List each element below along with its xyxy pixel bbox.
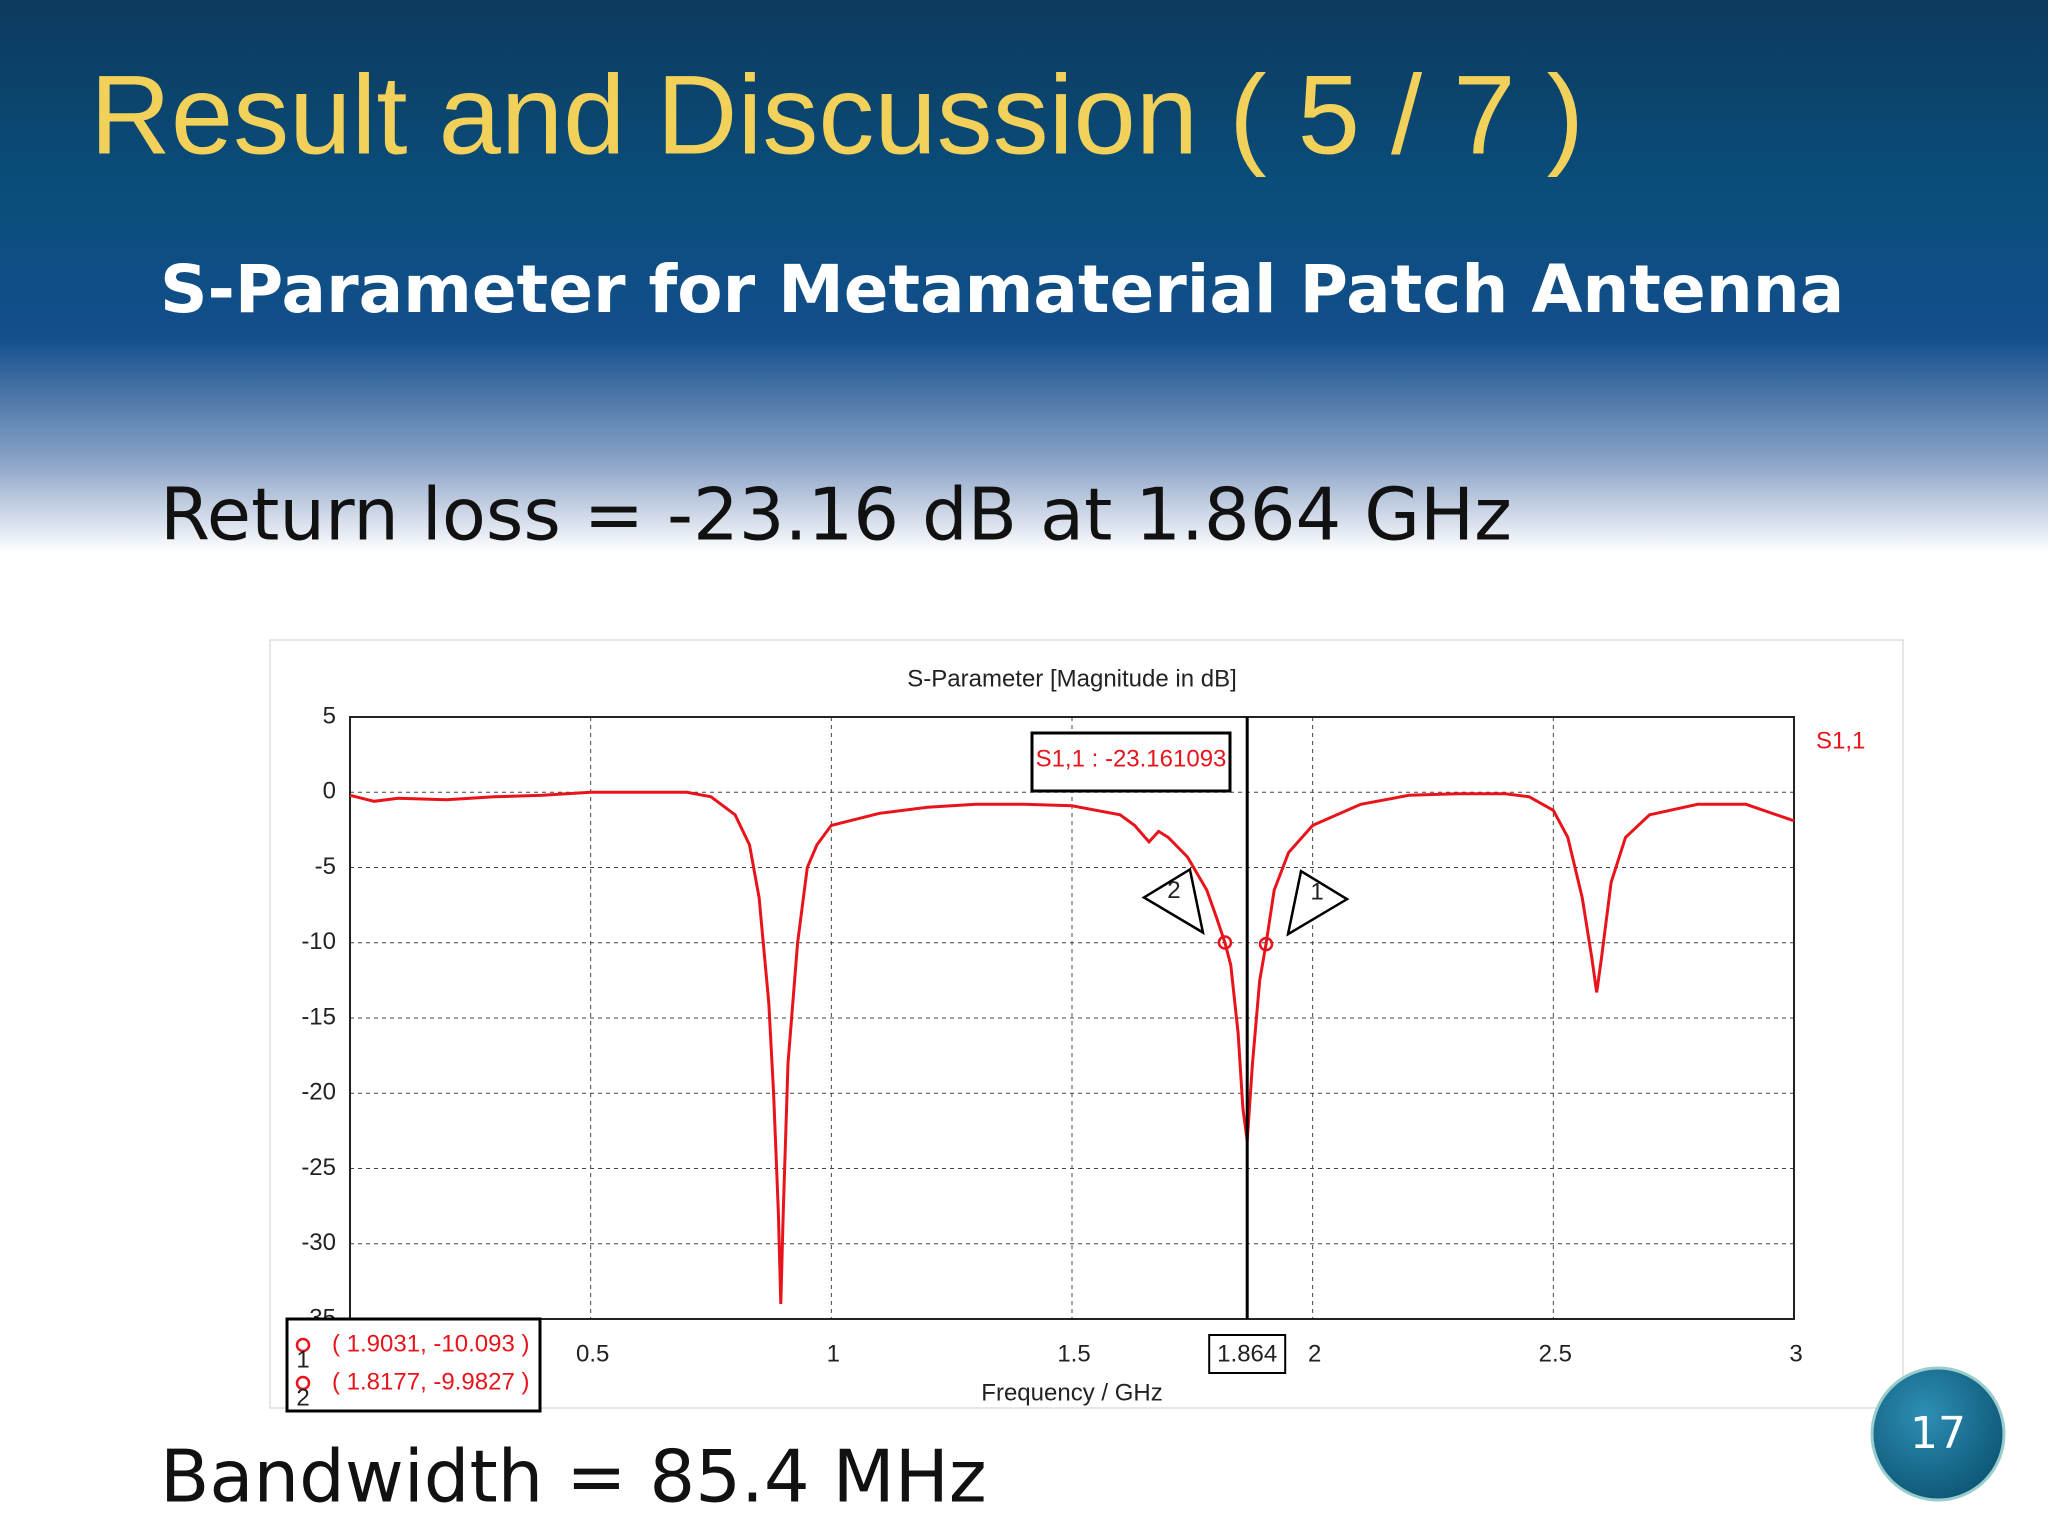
marker-flag-label: 1 [1310,878,1323,905]
y-tick-label: -15 [301,1003,336,1030]
marker-legend-text: ( 1.8177, -9.9827 ) [332,1368,529,1395]
marker-legend-number: 2 [296,1384,309,1411]
series-line [349,790,1795,1305]
cursor-label: 1.864 [1217,1340,1277,1367]
slide-subtitle: S-Parameter for Metamaterial Patch Anten… [160,251,1844,328]
chart-title: S-Parameter [Magnitude in dB] [907,665,1237,692]
marker-flag [1286,869,1350,937]
chart: S-Parameter [Magnitude in dB] Frequency /… [285,665,1865,1413]
y-tick-label: 0 [323,778,336,805]
return-loss-text: Return loss = -23.16 dB at 1.864 GHz [160,473,1512,557]
page-number: 17 [1910,1408,1966,1459]
y-tick-label: -5 [315,853,336,880]
y-tick-label: 5 [323,702,336,729]
marker-legend-number: 1 [296,1346,309,1373]
x-axis-label: Frequency / GHz [981,1379,1162,1406]
marker-legend-icon [295,1375,311,1391]
annotation: S1,1 : -23.161093 [1036,745,1227,772]
marker-legend-box [285,1317,542,1413]
x-tick-label: 1 [827,1340,840,1367]
slide-title: Result and Discussion ( 5 / 7 ) [90,53,1584,178]
y-tick-label: -25 [301,1154,336,1181]
y-tick-label: -10 [301,928,336,955]
page-number-badge [1870,1366,2006,1502]
marker [1217,935,1233,950]
y-tick-label: -30 [301,1229,336,1256]
marker-flag [1141,867,1205,936]
annotation-box [1030,731,1232,793]
cursor-box [1208,1334,1287,1374]
plot-area [349,716,1795,1320]
y-tick-label: -20 [301,1079,336,1106]
marker-legend-text: ( 1.9031, -10.093 ) [332,1330,529,1357]
marker [1258,936,1274,952]
x-tick-label: 1.5 [1057,1340,1090,1367]
x-tick-label: 3 [1789,1340,1802,1367]
legend-entry: S1,1 [1816,727,1865,754]
marker-flag-label: 2 [1167,877,1180,904]
x-tick-label: 2 [1308,1340,1321,1367]
bandwidth-text: Bandwidth = 85.4 MHz [160,1435,987,1519]
marker-legend-icon [295,1337,311,1353]
x-tick-label: 0.5 [576,1340,609,1367]
x-tick-label: 2.5 [1539,1340,1572,1367]
